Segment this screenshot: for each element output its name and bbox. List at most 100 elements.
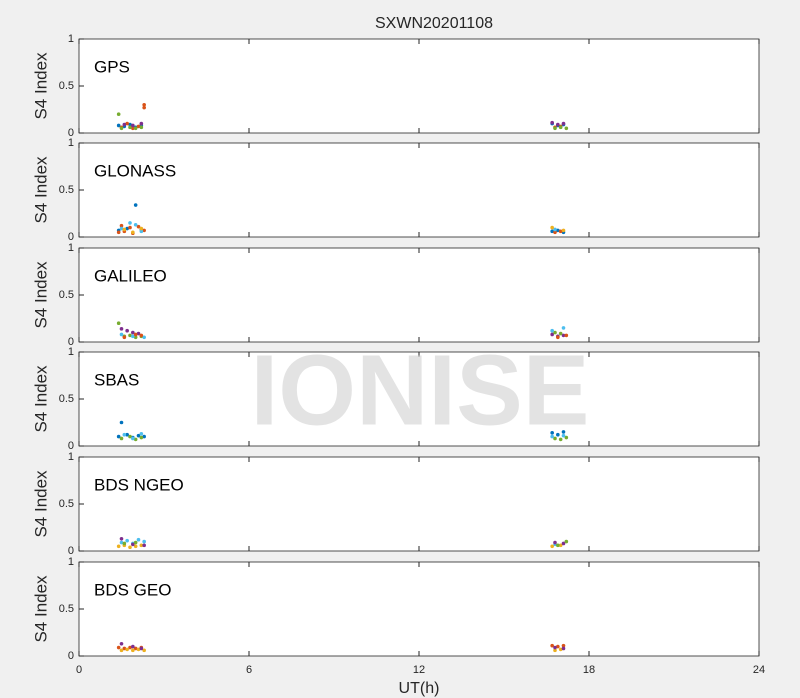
x-tick-label: 0 <box>76 664 82 676</box>
data-point <box>561 430 566 434</box>
data-point <box>119 223 124 228</box>
data-point <box>139 121 144 126</box>
data-point <box>553 540 557 545</box>
data-point <box>553 330 557 335</box>
y-tick-label: 1 <box>68 346 74 358</box>
data-point <box>122 335 127 340</box>
data-point <box>142 434 146 439</box>
data-point <box>136 124 141 129</box>
data-point <box>133 203 138 207</box>
data-point <box>133 335 138 340</box>
data-point <box>131 644 135 649</box>
data-point <box>119 536 124 541</box>
y-tick-label: 0.5 <box>59 80 74 92</box>
data-point <box>128 225 132 230</box>
data-point <box>128 434 132 439</box>
data-point <box>133 544 138 549</box>
data-point <box>131 542 135 547</box>
data-point <box>142 648 146 653</box>
chart-title: SXWN20201108 <box>375 15 493 32</box>
data-point <box>128 645 132 650</box>
data-point <box>119 332 124 337</box>
y-tick-label: 0 <box>68 440 74 452</box>
y-tick-label: 1 <box>68 137 74 149</box>
y-axis-label: S4 Index <box>31 365 50 433</box>
data-point <box>133 540 138 545</box>
y-tick-label: 0.5 <box>59 498 74 510</box>
data-point <box>122 646 127 651</box>
data-point <box>550 332 554 337</box>
data-point <box>131 123 135 128</box>
data-point <box>125 538 129 543</box>
x-tick-label: 6 <box>246 664 252 676</box>
y-tick-label: 0.5 <box>59 289 74 301</box>
data-point <box>558 437 563 442</box>
data-point <box>139 226 144 231</box>
panel-label: BDS GEO <box>94 580 171 599</box>
data-point <box>122 541 127 546</box>
axes <box>78 142 760 238</box>
data-point <box>550 225 554 230</box>
data-point <box>550 544 554 549</box>
data-point <box>139 543 144 548</box>
data-point <box>122 122 127 127</box>
x-tick-label: 12 <box>413 664 425 676</box>
watermark: IONISE <box>251 334 590 446</box>
data-point <box>136 647 141 652</box>
data-point <box>125 226 129 231</box>
data-point <box>133 222 138 227</box>
data-point <box>116 123 121 128</box>
data-point <box>550 328 554 333</box>
data-point <box>553 230 557 235</box>
y-axis-label: S4 Index <box>31 470 50 538</box>
data-point <box>139 646 144 651</box>
data-point <box>128 333 132 338</box>
data-point <box>116 434 121 439</box>
data-point <box>561 121 566 126</box>
axes <box>78 561 760 657</box>
panel-label: GPS <box>94 57 130 76</box>
data-point <box>550 434 554 439</box>
data-point <box>553 436 557 441</box>
data-point <box>119 126 124 131</box>
data-point <box>561 643 566 648</box>
data-point <box>561 333 566 338</box>
axes <box>78 456 760 552</box>
data-point <box>558 647 563 652</box>
data-point <box>116 112 121 116</box>
data-point <box>550 120 554 125</box>
data-point <box>133 646 138 651</box>
y-tick-label: 1 <box>68 33 74 45</box>
panel-label: GALILEO <box>94 266 167 285</box>
y-tick-label: 0 <box>68 231 74 243</box>
data-point <box>142 105 146 110</box>
data-point <box>564 435 569 440</box>
data-point <box>119 226 124 231</box>
data-point <box>561 326 566 330</box>
data-point <box>558 543 563 548</box>
data-point <box>550 229 554 234</box>
data-point <box>139 125 144 130</box>
data-point <box>556 335 560 340</box>
axes <box>78 351 760 447</box>
data-point <box>550 431 554 435</box>
data-point <box>128 545 132 550</box>
panel-label: SBAS <box>94 370 139 389</box>
x-axis-label: UT(h) <box>399 680 440 697</box>
data-point <box>128 125 132 130</box>
data-point <box>131 230 135 235</box>
data-point <box>122 227 127 232</box>
data-point <box>136 224 141 229</box>
data-point <box>119 436 124 441</box>
data-point <box>119 540 124 545</box>
data-point <box>564 333 569 338</box>
x-tick-label: 18 <box>583 664 595 676</box>
data-point <box>133 126 138 131</box>
data-point <box>142 539 146 544</box>
y-tick-label: 0.5 <box>59 603 74 615</box>
y-axis-label: S4 Index <box>31 52 50 120</box>
data-point <box>119 648 124 653</box>
panel-label: BDS NGEO <box>94 475 184 494</box>
data-point <box>553 645 557 650</box>
axes <box>78 38 760 134</box>
